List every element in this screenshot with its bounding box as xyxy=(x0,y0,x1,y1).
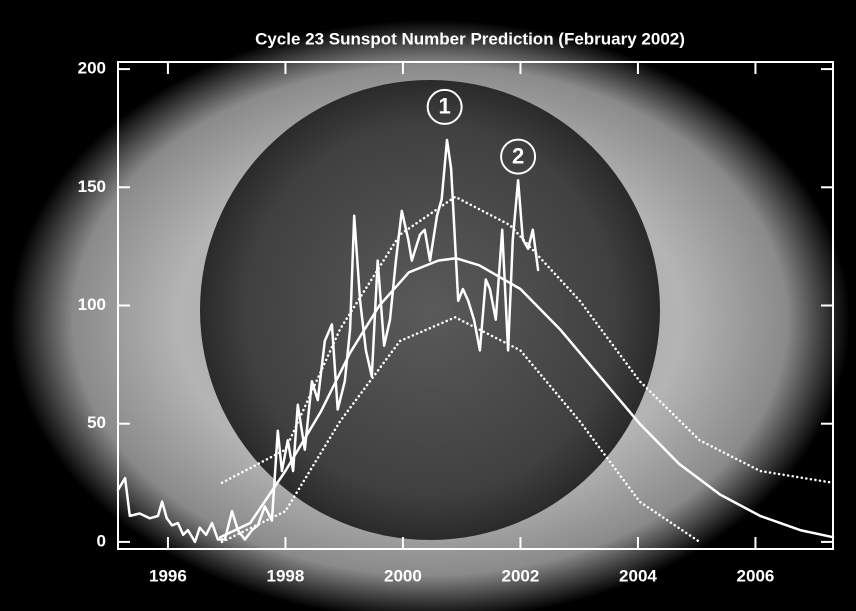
annotation: 2 xyxy=(512,143,524,168)
y-tick-label: 200 xyxy=(78,59,106,78)
data-line xyxy=(116,138,540,544)
sun-disk xyxy=(200,80,660,540)
x-tick-label: 2006 xyxy=(737,566,775,585)
y-tick-label: 150 xyxy=(78,177,106,196)
bound-line xyxy=(220,316,701,544)
x-tick-label: 1996 xyxy=(149,566,187,585)
chart-title: Cycle 23 Sunspot Number Prediction (Febr… xyxy=(255,29,685,48)
data-line xyxy=(218,256,835,539)
annotation-circle xyxy=(500,138,537,175)
x-tick-label: 2004 xyxy=(619,566,657,585)
y-tick-label: 100 xyxy=(78,295,106,314)
x-tick-label: 2002 xyxy=(502,566,540,585)
annotation: 1 xyxy=(439,94,451,119)
y-tick-label: 0 xyxy=(97,531,106,550)
x-tick-label: 2000 xyxy=(384,566,422,585)
bound-line xyxy=(220,195,835,485)
y-tick-label: 50 xyxy=(87,413,106,432)
annotation-circle xyxy=(426,88,463,125)
x-tick-label: 1998 xyxy=(267,566,305,585)
